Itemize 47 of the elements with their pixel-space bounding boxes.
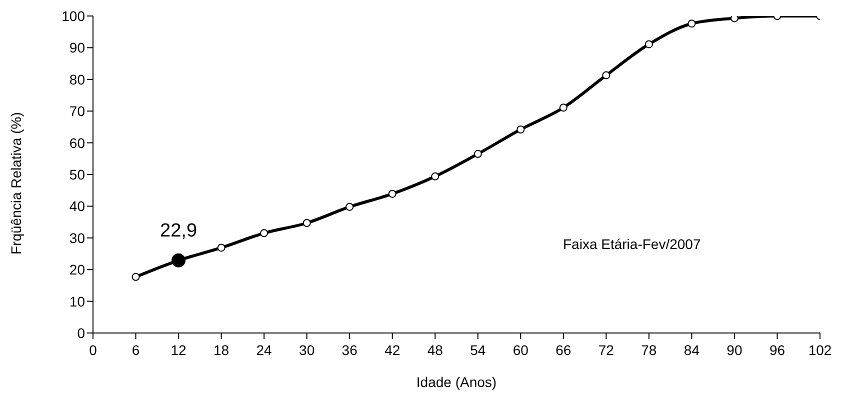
y-tick-label: 30 — [69, 230, 86, 246]
point — [431, 172, 440, 180]
x-tick-label: 102 — [808, 342, 832, 358]
x-tick-label: 30 — [299, 342, 315, 358]
data-label: 22,9 — [160, 220, 198, 242]
y-tick-label: 50 — [69, 166, 86, 182]
y-tick-label: 10 — [69, 293, 86, 310]
x-tick-label: 12 — [170, 342, 187, 358]
point — [730, 16, 738, 22]
x-tick-label: 66 — [556, 342, 572, 358]
point — [346, 202, 354, 211]
y-tick-label: 60 — [69, 134, 86, 151]
x-tick-label: 72 — [598, 342, 614, 358]
point — [688, 20, 696, 28]
x-tick-label: 24 — [256, 342, 272, 358]
point — [516, 125, 525, 134]
x-tick-label: 48 — [427, 342, 444, 358]
y-tick-label: 70 — [69, 103, 86, 120]
y-axis-title: Frqüência Relativa (%) — [8, 112, 24, 254]
y-tick-label: 80 — [69, 71, 86, 88]
point — [217, 244, 226, 252]
x-tick-label: 6 — [132, 342, 140, 358]
x-axis-title: Idade (Anos) — [416, 374, 497, 390]
x-tick-label: 78 — [641, 342, 657, 358]
x-tick-label: 60 — [512, 342, 529, 358]
y-tick-label: 0 — [77, 324, 86, 341]
y-tick-label: 40 — [69, 198, 86, 214]
point — [132, 272, 140, 281]
x-tick-label: 0 — [89, 342, 98, 358]
point — [559, 104, 568, 112]
x-tick-label: 36 — [342, 342, 358, 358]
point — [602, 71, 610, 80]
point — [644, 40, 653, 48]
point — [474, 150, 482, 158]
point — [260, 229, 268, 238]
x-tick-label: 54 — [470, 342, 486, 358]
y-tick-label: 20 — [69, 262, 86, 278]
point — [302, 219, 311, 227]
x-tick-label: 18 — [214, 342, 230, 358]
x-tick-label: 96 — [769, 342, 786, 358]
x-tick-label: 90 — [726, 342, 742, 358]
x-tick-label: 42 — [384, 342, 400, 358]
y-tick-label: 100 — [62, 8, 86, 24]
point — [388, 190, 396, 198]
x-tick-label: 84 — [684, 342, 700, 358]
annotation: Faixa Etária-Fev/2007 — [563, 236, 701, 252]
y-tick-label: 90 — [69, 40, 86, 56]
